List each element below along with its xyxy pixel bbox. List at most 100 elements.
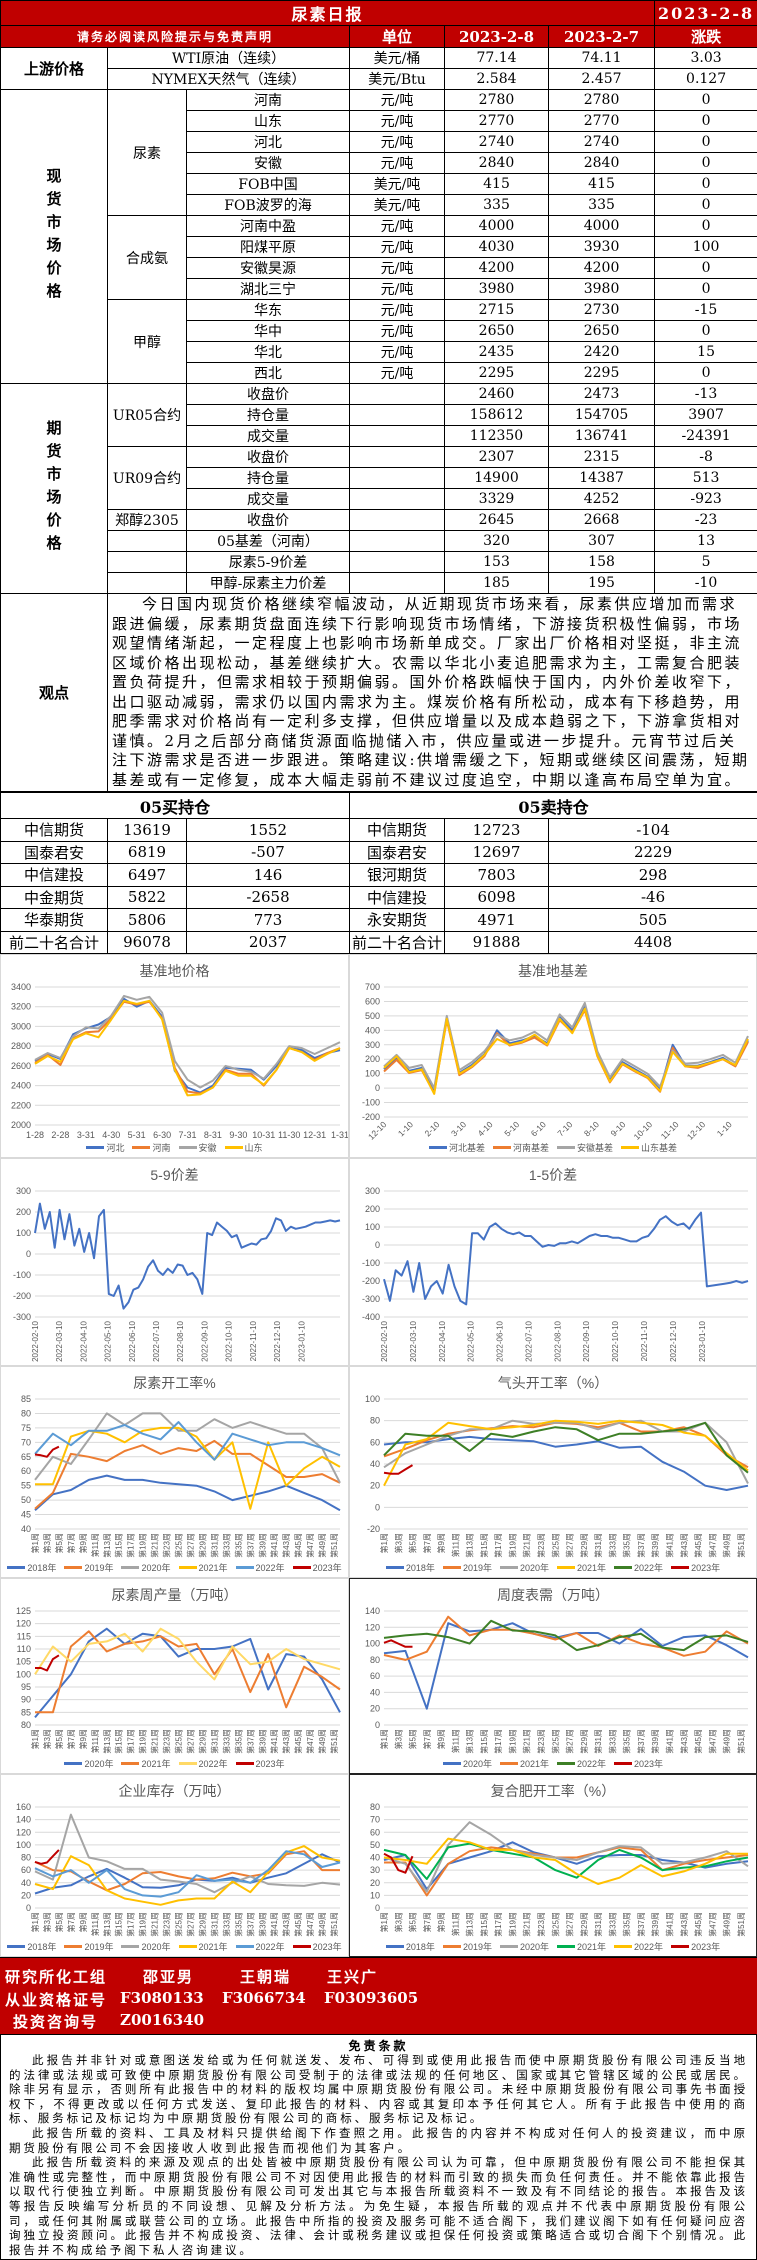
legend-label: 2023年 <box>634 1757 663 1770</box>
y-tick-label: 95 <box>21 1682 31 1692</box>
x-tick-label: 第29周 <box>197 1912 207 1937</box>
series-line-2019年 <box>384 1847 748 1895</box>
x-tick-label: 第39周 <box>650 1533 660 1558</box>
x-tick-label: 第7周 <box>66 1912 76 1932</box>
legend-item: 2018年 <box>7 1561 56 1574</box>
x-tick-label: 第23周 <box>536 1912 546 1937</box>
cert-label: 从业资格证号 <box>5 1989 107 2010</box>
x-tick-label: 1-10 <box>715 1119 734 1138</box>
legend-label: 2021年 <box>577 1561 606 1574</box>
x-tick-label: 第9周 <box>436 1533 446 1553</box>
x-tick-label: 第31周 <box>209 1533 219 1558</box>
column-header: 单位 <box>350 26 445 48</box>
x-tick-label: 第47周 <box>707 1912 717 1937</box>
broker-name: 国泰君安 <box>1 841 108 864</box>
value-chg: 0 <box>655 90 757 111</box>
x-tick-label: 12-10 <box>685 1119 708 1142</box>
y-tick-label: 55 <box>21 1481 31 1491</box>
x-tick-label: 第21周 <box>150 1533 160 1558</box>
value-d1: 3329 <box>445 489 549 510</box>
value-unit: 元/吨 <box>350 90 445 111</box>
legend-label: 2019年 <box>463 1561 492 1574</box>
x-tick-label: 第39周 <box>650 1912 660 1937</box>
item-name: 安徽昊源 <box>187 258 350 279</box>
legend-label: 山东 <box>245 1141 263 1154</box>
value-chg: 0 <box>655 195 757 216</box>
value-d2: 2780 <box>549 90 655 111</box>
x-tick-label: 2022-03-10 <box>409 1320 418 1361</box>
legend-swatch <box>614 1945 632 1948</box>
position-change: 773 <box>187 909 350 932</box>
legend-label: 河北基差 <box>449 1141 485 1154</box>
value-unit: 元/吨 <box>350 279 445 300</box>
value-d2: 4200 <box>549 258 655 279</box>
y-tick-label: 300 <box>365 1040 380 1050</box>
value-chg: 0 <box>655 111 757 132</box>
x-tick-label: 3-31 <box>77 1130 95 1140</box>
chart-svg: 01020304050607080第1周第3周第5周第7周第9周第11周第13周… <box>350 1775 757 1957</box>
x-tick-label: 8-31 <box>204 1130 222 1140</box>
x-tick-label: 第43周 <box>281 1533 291 1558</box>
legend-item: 2022年 <box>614 1940 663 1953</box>
x-tick-label: 第27周 <box>185 1533 195 1558</box>
x-tick-label: 2022-10-10 <box>225 1320 234 1361</box>
y-tick-label: -400 <box>362 1312 380 1322</box>
group-label: 合成氨 <box>108 216 187 300</box>
broker-name: 中信期货 <box>1 819 108 842</box>
x-tick-label: 11-10 <box>659 1119 681 1141</box>
value-d1: 4000 <box>445 216 549 237</box>
y-tick-label: 45 <box>21 1510 31 1520</box>
unit-empty <box>350 489 445 510</box>
legend-item: 山东基差 <box>621 1141 677 1154</box>
x-tick-label: 第21周 <box>522 1533 532 1558</box>
x-tick-label: 第45周 <box>693 1912 703 1937</box>
x-tick-label: 第35周 <box>233 1912 243 1937</box>
y-tick-label: 80 <box>21 1408 31 1418</box>
x-tick-label: 第37周 <box>245 1729 255 1754</box>
legend-label: 2020年 <box>463 1757 492 1770</box>
x-tick-label: 第19周 <box>507 1729 517 1754</box>
chart-svg: 020406080100120140160第1周第3周第5周第7周第9周第11周… <box>1 1775 349 1957</box>
group-label: 研究所化工组 <box>5 1966 107 1987</box>
x-tick-label: 第17周 <box>493 1729 503 1754</box>
x-tick-label: 11-30 <box>278 1130 300 1140</box>
x-tick-label: 7-10 <box>555 1119 574 1138</box>
disclaimer-title: 免责条款 <box>9 2037 748 2053</box>
series-line-2023年 <box>35 1447 59 1457</box>
legend-label: 2019年 <box>463 1940 492 1953</box>
legend-item: 2019年 <box>443 1940 492 1953</box>
x-tick-label: 第21周 <box>150 1729 160 1754</box>
x-tick-label: 12-10 <box>366 1119 389 1142</box>
y-tick-label: 100 <box>365 1639 380 1649</box>
x-tick-label: 第23周 <box>162 1729 172 1754</box>
x-tick-label: 第7周 <box>422 1912 432 1932</box>
x-tick-label: 第5周 <box>408 1729 418 1749</box>
y-tick-label: 160 <box>16 1802 31 1812</box>
item-name: 华中 <box>187 321 350 342</box>
value-unit: 美元/Btu <box>350 69 445 90</box>
item-name: 05基差（河南） <box>187 531 350 552</box>
x-tick-label: 第11周 <box>90 1533 100 1557</box>
x-tick-label: 2023-01-10 <box>297 1320 306 1361</box>
legend-label: 2019年 <box>84 1940 113 1953</box>
y-tick-label: 60 <box>370 1827 380 1837</box>
chart-svg: 020406080100120140第1周第3周第5周第7周第9周第11周第13… <box>350 1579 757 1774</box>
y-tick-label: 20 <box>370 1704 380 1714</box>
item-name: 西北 <box>187 363 350 384</box>
item-name: NYMEX天然气（连续） <box>108 69 350 90</box>
x-tick-label: 2022-06-10 <box>496 1320 505 1361</box>
legend-swatch <box>500 1762 518 1765</box>
x-tick-label: 第37周 <box>636 1729 646 1754</box>
y-tick-label: 2800 <box>11 1041 31 1051</box>
legend-item: 2021年 <box>121 1757 170 1770</box>
y-tick-label: 80 <box>21 1853 31 1863</box>
